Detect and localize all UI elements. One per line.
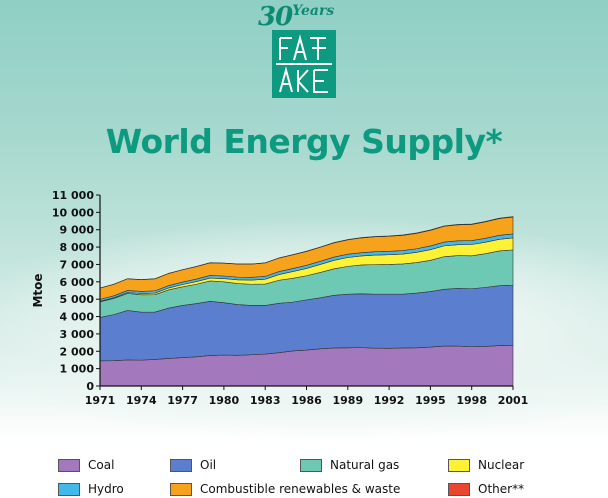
y-tick-label: 0 [86,380,94,393]
chart-title: World Energy Supply* [105,122,503,161]
legend-swatch [448,458,470,472]
x-tick-label: 2001 [498,394,529,407]
y-tick-label: 5 000 [60,293,95,306]
legend-swatch [170,458,192,472]
logo-years-number: 30 [258,2,293,32]
x-tick-label: 1992 [374,394,405,407]
y-tick-label: 7 000 [60,258,95,271]
y-axis-label: Mtoe [31,273,45,307]
x-tick-label: 1989 [332,394,363,407]
legend-item: Hydro [58,482,124,496]
x-tick-label: 1971 [85,394,116,407]
legend-swatch [58,482,80,496]
y-tick-label: 1 000 [60,363,95,376]
legend-label: Other** [478,482,525,496]
y-tick-label: 10 000 [52,206,94,219]
legend-item: Other** [448,482,524,496]
x-tick-label: 1983 [250,394,281,407]
legend-item: Combustible renewables & waste [170,482,400,496]
legend-item: Natural gas [300,458,399,472]
x-tick-label: 1995 [415,394,446,407]
y-tick-label: 2 000 [60,345,95,358]
chart-legend: Coal Oil Natural gas Nuclear Hydro Combustibl… [0,452,608,498]
anniversary-logo: 30Years [258,2,334,32]
stacked-area-chart: 0 1 000 2 000 3 000 4 000 5 000 6 000 7 000 8 00… [31,189,529,407]
y-tick-label: 3 000 [60,328,95,341]
legend-label: Coal [88,458,115,472]
legend-label: Combustible renewables & waste [200,482,401,496]
legend-label: Oil [200,458,217,472]
y-tick-label: 8 000 [60,241,95,254]
y-tick-label: 9 000 [60,224,95,237]
legend-swatch [448,482,470,496]
x-tick-label: 1980 [209,394,240,407]
legend-label: Natural gas [330,458,400,472]
x-tick-label: 1986 [291,394,322,407]
legend-swatch [170,482,192,496]
legend-item: Nuclear [448,458,524,472]
iea-logo-icon [272,30,336,98]
legend-label: Nuclear [478,458,525,472]
area-other [99,216,514,289]
y-tick-label: 11 000 [52,189,94,202]
y-tick-label: 4 000 [60,311,95,324]
x-tick-label: 1974 [126,394,157,407]
y-tick-label: 6 000 [60,276,95,289]
legend-item: Coal [58,458,114,472]
legend-label: Hydro [88,482,124,496]
x-tick-label: 1998 [456,394,487,407]
legend-swatch [300,458,322,472]
legend-swatch [58,458,80,472]
x-tick-label: 1977 [167,394,198,407]
legend-item: Oil [170,458,216,472]
logo-years-text: Years [292,3,335,19]
